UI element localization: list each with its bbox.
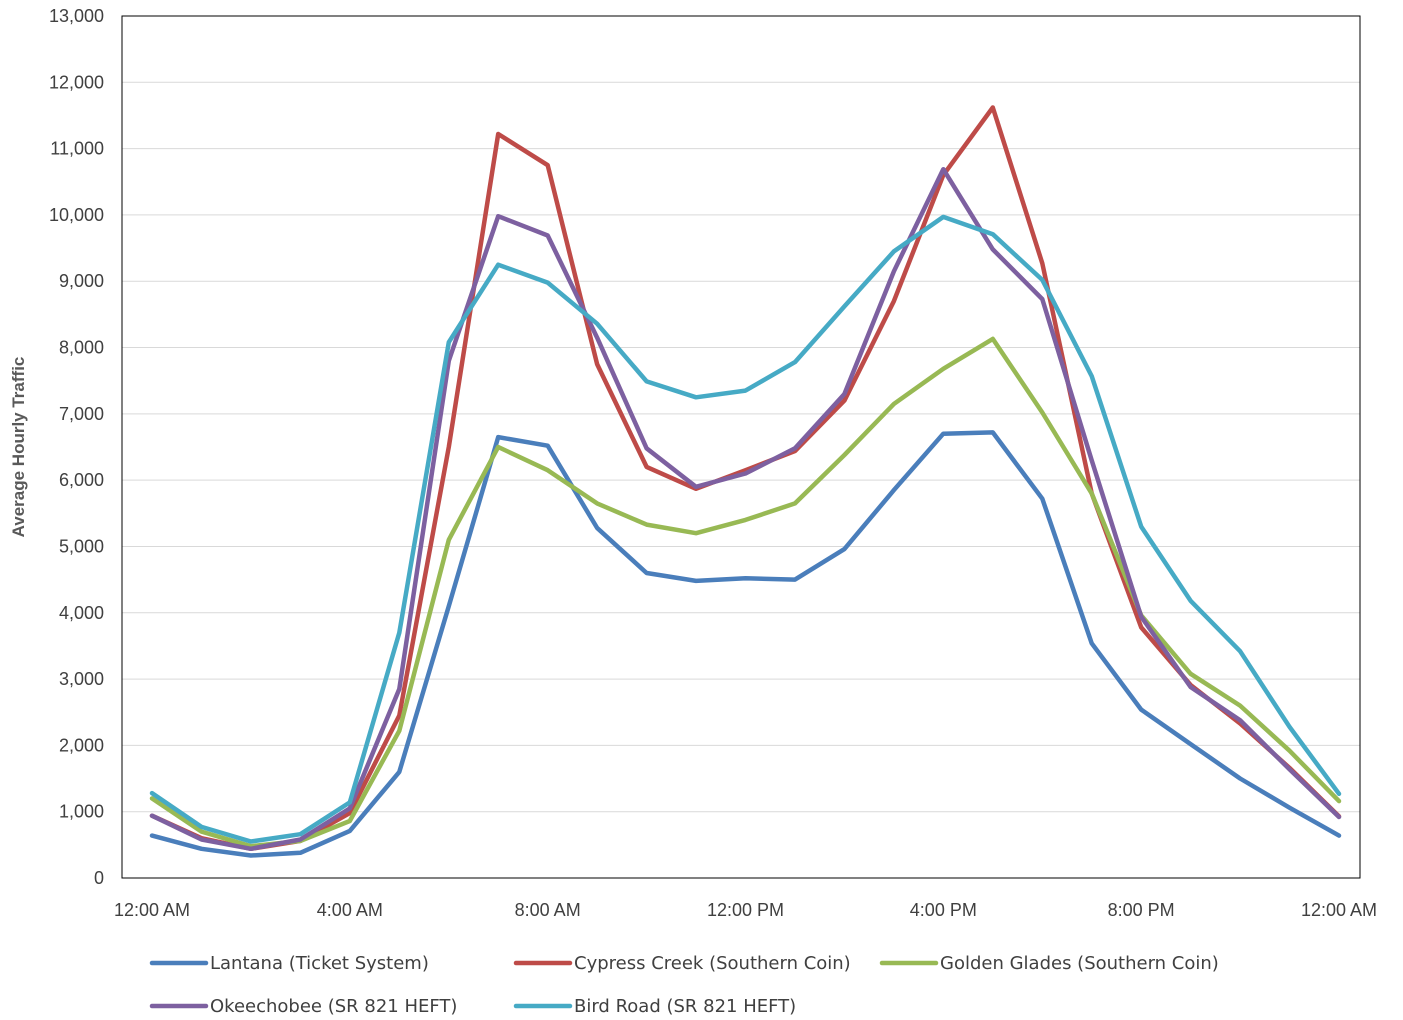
legend-label: Cypress Creek (Southern Coin) <box>574 953 851 974</box>
y-tick-label: 13,000 <box>49 6 104 26</box>
y-tick-label: 6,000 <box>59 470 104 490</box>
y-tick-label: 10,000 <box>49 205 104 225</box>
y-tick-label: 7,000 <box>59 404 104 424</box>
x-tick-label: 12:00 PM <box>707 900 784 920</box>
series-lines <box>149 105 1342 858</box>
legend-label: Golden Glades (Southern Coin) <box>940 953 1219 974</box>
legend-label: Bird Road (SR 821 HEFT) <box>574 996 796 1017</box>
series-line <box>149 430 1342 858</box>
y-tick-label: 5,000 <box>59 536 104 556</box>
series-line <box>149 336 1342 849</box>
y-tick-label: 8,000 <box>59 338 104 358</box>
x-tick-label: 4:00 PM <box>910 900 977 920</box>
series-line <box>149 105 1342 852</box>
y-tick-label: 12,000 <box>49 72 104 92</box>
y-tick-label: 3,000 <box>59 669 104 689</box>
x-tick-label: 8:00 AM <box>515 900 581 920</box>
y-tick-label: 0 <box>94 868 104 888</box>
y-axis-tick-labels: 0 1,000 2,000 3,000 4,000 5,000 6,000 7,000 8,00… <box>49 6 104 888</box>
y-tick-label: 4,000 <box>59 603 104 623</box>
x-tick-label: 8:00 PM <box>1108 900 1175 920</box>
gridlines <box>122 81 1360 813</box>
y-tick-label: 2,000 <box>59 735 104 755</box>
y-tick-label: 9,000 <box>59 271 104 291</box>
y-tick-label: 1,000 <box>59 802 104 822</box>
legend: Lantana (Ticket System) Cypress Creek (So… <box>149 953 1219 1017</box>
series-line <box>149 214 1342 844</box>
series-line <box>149 166 1342 852</box>
legend-label: Okeechobee (SR 821 HEFT) <box>210 996 457 1017</box>
legend-label: Lantana (Ticket System) <box>210 953 429 974</box>
plot-area <box>121 15 1361 879</box>
y-axis-title: Average Hourly Traffic <box>9 357 28 538</box>
x-tick-label: 4:00 AM <box>317 900 383 920</box>
x-tick-label: 12:00 AM <box>1301 900 1377 920</box>
x-axis-tick-labels: 12:00 AM 4:00 AM 8:00 AM 12:00 PM 4:00 PM 8:0… <box>114 900 1377 920</box>
y-tick-label: 11,000 <box>50 139 104 159</box>
x-tick-label: 12:00 AM <box>114 900 190 920</box>
